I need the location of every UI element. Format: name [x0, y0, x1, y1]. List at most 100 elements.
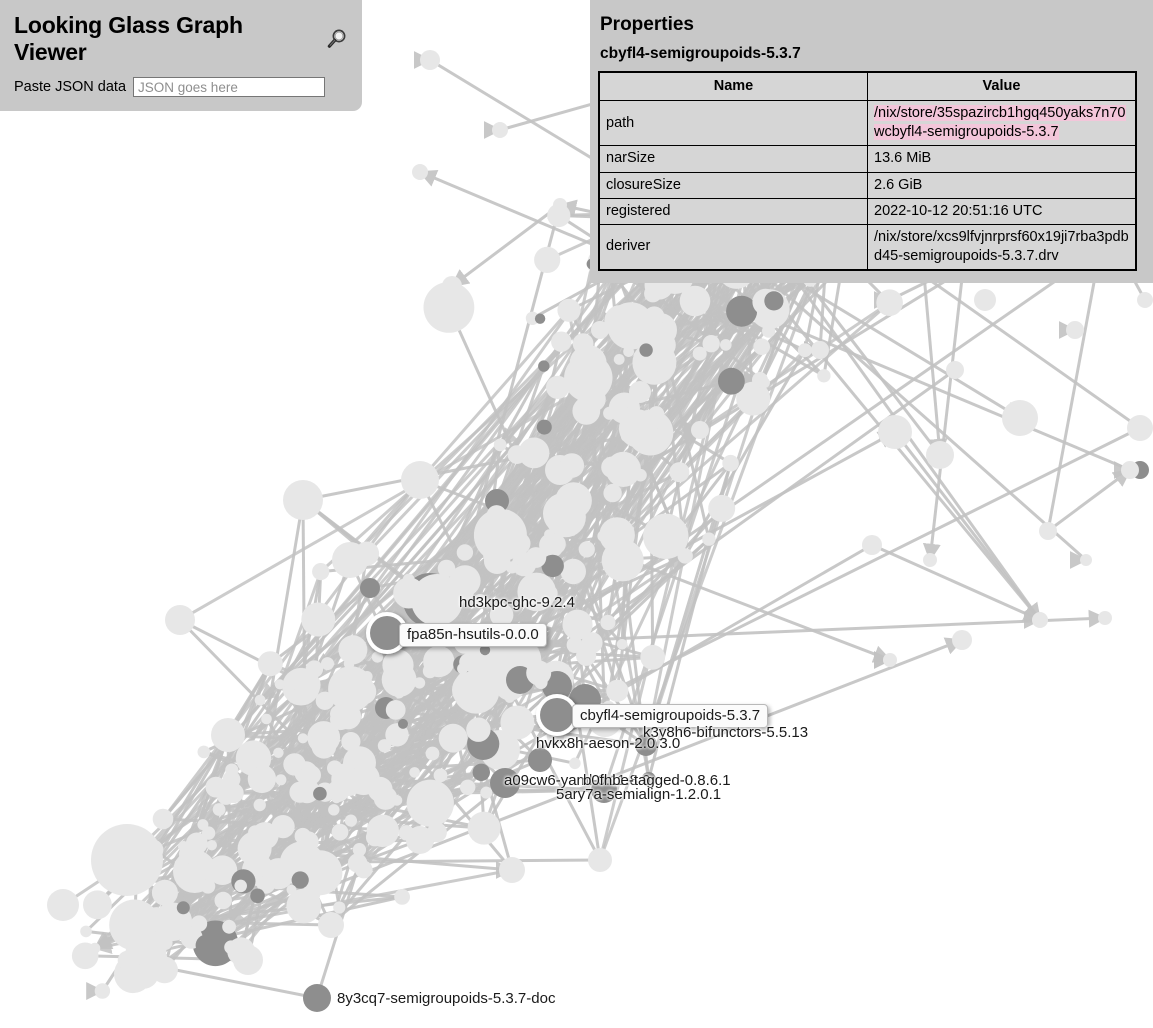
graph-node[interactable]	[551, 331, 572, 352]
graph-node[interactable]	[635, 734, 657, 756]
graph-node[interactable]	[602, 700, 615, 713]
graph-node[interactable]	[153, 950, 168, 964]
graph-node[interactable]	[178, 841, 189, 852]
graph-node[interactable]	[257, 651, 283, 677]
graph-node[interactable]	[314, 729, 339, 753]
graph-node[interactable]	[133, 908, 147, 921]
graph-node[interactable]	[197, 745, 211, 759]
graph-node[interactable]	[416, 625, 428, 637]
graph-node[interactable]	[437, 559, 456, 578]
graph-node[interactable]	[603, 406, 617, 420]
graph-node[interactable]	[338, 635, 368, 665]
graph-node[interactable]	[528, 748, 552, 772]
graph-node[interactable]	[248, 825, 262, 840]
graph-node[interactable]	[1066, 321, 1084, 339]
graph-node[interactable]	[275, 774, 287, 786]
graph-node[interactable]	[599, 517, 635, 553]
graph-node[interactable]	[333, 901, 346, 914]
graph-node[interactable]	[466, 717, 491, 742]
graph-node[interactable]	[567, 381, 579, 392]
graph-node[interactable]	[817, 369, 831, 383]
graph-node[interactable]	[294, 827, 311, 845]
graph-node[interactable]	[294, 671, 321, 699]
graph-node[interactable]	[878, 415, 912, 449]
graph-node[interactable]	[371, 651, 383, 663]
graph-node[interactable]	[634, 468, 647, 482]
graph-node[interactable]	[702, 335, 720, 353]
graph-node[interactable]	[952, 630, 972, 650]
graph-node[interactable]	[398, 825, 415, 841]
graph-node[interactable]	[283, 753, 306, 776]
graph-node[interactable]	[361, 671, 373, 683]
graph-node[interactable]	[315, 691, 335, 710]
graph-node[interactable]	[608, 542, 629, 564]
graph-node[interactable]	[640, 644, 666, 670]
graph-node[interactable]	[211, 718, 245, 752]
graph-node[interactable]	[438, 723, 468, 753]
graph-node[interactable]	[94, 983, 111, 999]
graph-node[interactable]	[1032, 612, 1048, 628]
graph-node[interactable]	[385, 723, 409, 747]
graph-node[interactable]	[456, 544, 474, 561]
graph-node[interactable]	[762, 324, 776, 338]
graph-node[interactable]	[882, 292, 898, 308]
graph-node[interactable]	[600, 614, 616, 631]
graph-node[interactable]	[234, 879, 247, 893]
graph-node[interactable]	[566, 636, 583, 654]
graph-node[interactable]	[206, 840, 217, 851]
graph-node[interactable]	[283, 480, 323, 520]
graph-node[interactable]	[541, 554, 564, 578]
graph-node[interactable]	[254, 694, 266, 706]
graph-node[interactable]	[271, 815, 295, 839]
graph-node[interactable]	[883, 653, 897, 667]
graph-node[interactable]	[644, 284, 662, 303]
graph-node[interactable]	[753, 338, 770, 356]
graph-node[interactable]	[926, 441, 954, 469]
graph-node[interactable]	[623, 346, 634, 357]
graph-node[interactable]	[620, 431, 632, 442]
graph-node[interactable]	[591, 777, 617, 803]
graph-node[interactable]	[253, 798, 266, 812]
graph-node[interactable]	[616, 639, 628, 650]
graph-node[interactable]	[47, 889, 79, 921]
graph-node[interactable]	[420, 50, 440, 70]
graph-node[interactable]	[225, 763, 239, 777]
graph-node[interactable]	[649, 331, 676, 359]
graph-node[interactable]	[155, 932, 167, 945]
graph-node[interactable]	[137, 876, 149, 889]
graph-node[interactable]	[691, 421, 709, 439]
graph-node[interactable]	[669, 462, 690, 483]
graph-node[interactable]	[494, 560, 506, 572]
graph-node[interactable]	[1002, 400, 1038, 436]
graph-node[interactable]	[322, 916, 338, 932]
graph-node[interactable]	[200, 879, 216, 894]
graph-node[interactable]	[298, 691, 309, 702]
graph-node[interactable]	[534, 246, 561, 273]
graph-node[interactable]	[651, 325, 662, 336]
graph-node[interactable]	[546, 375, 570, 399]
graph-node[interactable]	[350, 777, 364, 791]
graph-node[interactable]	[613, 354, 625, 365]
graph-node[interactable]	[354, 860, 373, 879]
graph-node[interactable]	[480, 786, 493, 799]
selected-graph-node[interactable]	[366, 612, 408, 654]
graph-selected-nodes[interactable]	[366, 612, 578, 736]
graph-node[interactable]	[344, 758, 356, 769]
graph-node[interactable]	[544, 529, 555, 540]
graph-node[interactable]	[652, 361, 663, 372]
graph-node[interactable]	[525, 547, 547, 568]
graph-node[interactable]	[422, 663, 438, 679]
graph-node[interactable]	[483, 549, 496, 562]
graph-node[interactable]	[291, 871, 309, 889]
graph-node[interactable]	[489, 603, 514, 627]
graph-node[interactable]	[83, 890, 112, 920]
graph-node[interactable]	[312, 563, 330, 581]
graph-node[interactable]	[923, 553, 937, 567]
graph-node[interactable]	[297, 733, 308, 744]
graph-node[interactable]	[560, 558, 586, 585]
selected-node-core[interactable]	[540, 698, 574, 732]
graph-node[interactable]	[394, 889, 410, 905]
graph-node[interactable]	[606, 679, 629, 702]
graph-node[interactable]	[195, 934, 218, 957]
graph-node[interactable]	[643, 513, 689, 559]
